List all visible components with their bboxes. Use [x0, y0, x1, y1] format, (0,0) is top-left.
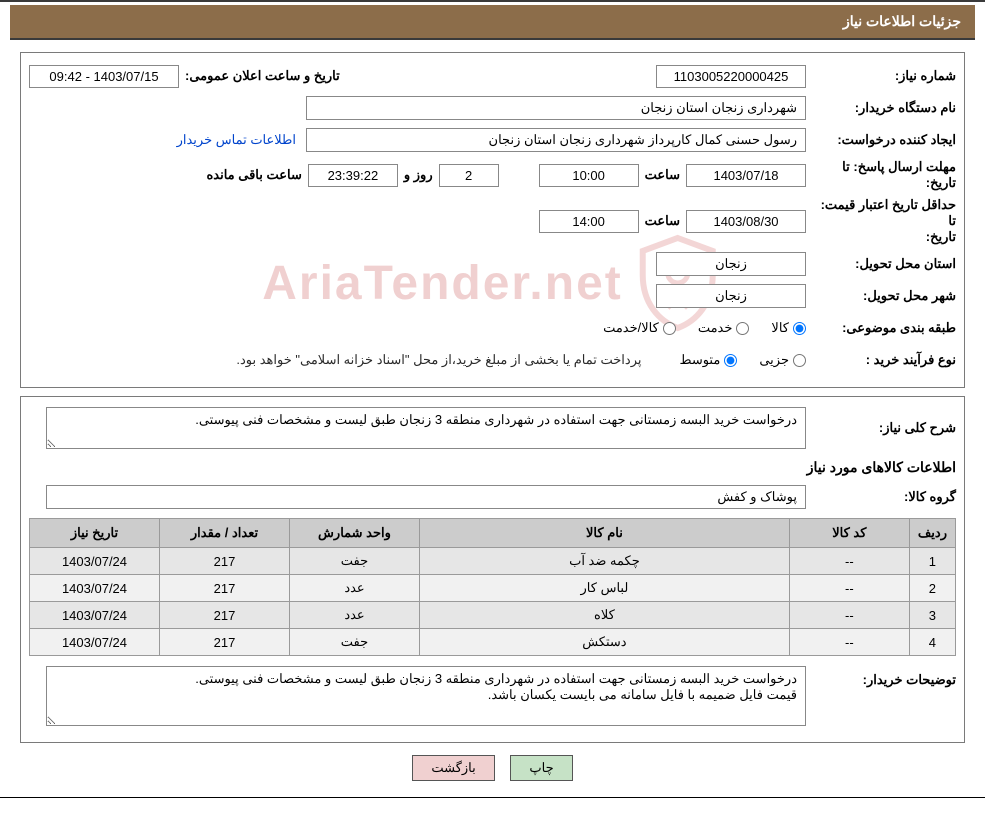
process-note: پرداخت تمام یا بخشی از مبلغ خرید،از محل … [236, 352, 641, 368]
goods-header: اطلاعات کالاهای مورد نیاز [29, 459, 956, 476]
print-button[interactable]: چاپ [510, 755, 572, 781]
cell-name: لباس کار [420, 575, 790, 602]
table-row: 4--دستکشجفت2171403/07/24 [30, 629, 956, 656]
announce-value: 1403/07/15 - 09:42 [29, 65, 179, 88]
cell-unit: عدد [290, 575, 420, 602]
cell-name: دستکش [420, 629, 790, 656]
need-no-label: شماره نیاز: [806, 68, 956, 84]
cell-date: 1403/07/24 [30, 602, 160, 629]
deadline-label: مهلت ارسال پاسخ: تا تاریخ: [806, 159, 956, 191]
radio-khedmat-input[interactable] [736, 322, 749, 335]
th-code: کد کالا [789, 519, 909, 548]
radio-motavaset[interactable]: متوسط [679, 352, 737, 368]
cell-code: -- [789, 602, 909, 629]
cell-n: 1 [909, 548, 955, 575]
cell-n: 4 [909, 629, 955, 656]
subject-class-label: طبقه بندی موضوعی: [806, 320, 956, 336]
th-name: نام کالا [420, 519, 790, 548]
goods-table: ردیف کد کالا نام کالا واحد شمارش تعداد /… [29, 518, 956, 656]
table-row: 2--لباس کارعدد2171403/07/24 [30, 575, 956, 602]
cell-code: -- [789, 575, 909, 602]
radio-khedmat[interactable]: خدمت [698, 320, 750, 336]
radio-kala[interactable]: کالا [771, 320, 806, 336]
cell-name: چکمه ضد آب [420, 548, 790, 575]
cell-qty: 217 [160, 629, 290, 656]
buyer-notes-label: توضیحات خریدار: [806, 666, 956, 688]
rooz-label: روز و [404, 167, 433, 183]
buyer-notes-textarea[interactable] [46, 666, 806, 726]
validity-label: حداقل تاریخ اعتبار قیمت: تا تاریخ: [806, 197, 956, 245]
cell-qty: 217 [160, 602, 290, 629]
remaining-suffix: ساعت باقی مانده [206, 167, 301, 183]
buyer-contact-link[interactable]: اطلاعات تماس خریدار [177, 132, 296, 148]
radio-jozi-input[interactable] [793, 354, 806, 367]
cell-code: -- [789, 629, 909, 656]
province-label: استان محل تحویل: [806, 256, 956, 272]
details-panel: AriaTender.net شماره نیاز: 1103005220000… [20, 52, 965, 388]
requester-value: رسول حسنی کمال کارپرداز شهرداری زنجان اس… [306, 128, 806, 152]
cell-code: -- [789, 548, 909, 575]
cell-n: 3 [909, 602, 955, 629]
table-row: 1--چکمه ضد آبجفت2171403/07/24 [30, 548, 956, 575]
cell-qty: 217 [160, 548, 290, 575]
cell-date: 1403/07/24 [30, 629, 160, 656]
process-type-label: نوع فرآیند خرید : [806, 352, 956, 368]
saat-label-1: ساعت [645, 167, 680, 183]
need-no-value: 1103005220000425 [656, 65, 806, 88]
city-label: شهر محل تحویل: [806, 288, 956, 304]
subject-class-group: کالا خدمت کالا/خدمت [585, 320, 806, 336]
cell-unit: جفت [290, 548, 420, 575]
deadline-date: 1403/07/18 [686, 164, 806, 187]
th-unit: واحد شمارش [290, 519, 420, 548]
announce-label: تاریخ و ساعت اعلان عمومی: [185, 68, 340, 84]
radio-jozi[interactable]: جزیی [759, 352, 806, 368]
city-value: زنجان [656, 284, 806, 308]
button-row: چاپ بازگشت [0, 755, 985, 781]
cell-n: 2 [909, 575, 955, 602]
page-title: جزئیات اطلاعات نیاز [843, 13, 961, 29]
th-qty: تعداد / مقدار [160, 519, 290, 548]
days-remaining: 2 [439, 164, 499, 187]
time-remaining: 23:39:22 [308, 164, 398, 187]
page-title-bar: جزئیات اطلاعات نیاز [10, 5, 975, 40]
deadline-time: 10:00 [539, 164, 639, 187]
th-ridif: ردیف [909, 519, 955, 548]
bottom-divider [0, 797, 985, 798]
radio-kalakhedmat-input[interactable] [663, 322, 676, 335]
cell-date: 1403/07/24 [30, 548, 160, 575]
province-value: زنجان [656, 252, 806, 276]
buyer-org-label: نام دستگاه خریدار: [806, 100, 956, 116]
cell-qty: 217 [160, 575, 290, 602]
cell-name: کلاه [420, 602, 790, 629]
cell-unit: عدد [290, 602, 420, 629]
group-label: گروه کالا: [806, 489, 956, 505]
saat-label-2: ساعت [645, 213, 680, 229]
validity-date: 1403/08/30 [686, 210, 806, 233]
desc-label: شرح کلی نیاز: [806, 420, 956, 436]
table-row: 3--کلاهعدد2171403/07/24 [30, 602, 956, 629]
validity-time: 14:00 [539, 210, 639, 233]
radio-kala-input[interactable] [793, 322, 806, 335]
desc-textarea[interactable] [46, 407, 806, 449]
cell-date: 1403/07/24 [30, 575, 160, 602]
goods-panel: شرح کلی نیاز: اطلاعات کالاهای مورد نیاز … [20, 396, 965, 743]
cell-unit: جفت [290, 629, 420, 656]
requester-label: ایجاد کننده درخواست: [806, 132, 956, 148]
th-date: تاریخ نیاز [30, 519, 160, 548]
process-type-group: جزیی متوسط [661, 352, 806, 368]
buyer-org-value: شهرداری زنجان استان زنجان [306, 96, 806, 120]
radio-motavaset-input[interactable] [724, 354, 737, 367]
group-value: پوشاک و کفش [46, 485, 806, 509]
radio-kalakhedmat[interactable]: کالا/خدمت [603, 320, 676, 336]
back-button[interactable]: بازگشت [412, 755, 494, 781]
